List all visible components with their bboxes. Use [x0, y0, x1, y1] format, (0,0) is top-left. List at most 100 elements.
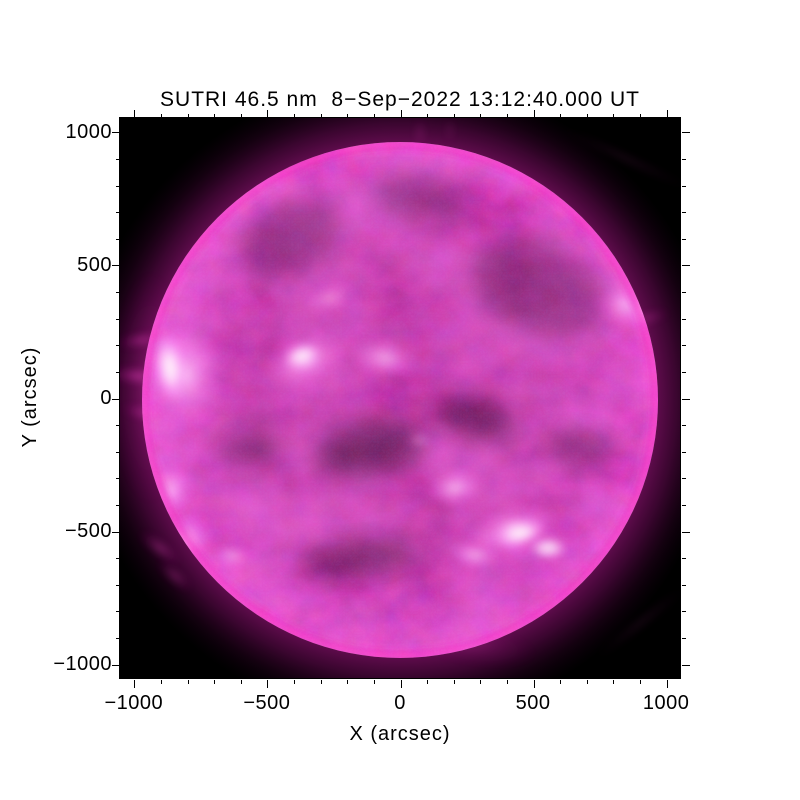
bottom-tick: [160, 680, 162, 684]
left-tick: [116, 425, 120, 427]
coronal-ray: [138, 530, 182, 566]
bottom-tick: [400, 680, 402, 688]
right-tick: [682, 158, 686, 160]
top-tick: [160, 114, 162, 118]
right-tick: [682, 212, 686, 214]
coronal-ray: [415, 118, 425, 149]
left-tick: [116, 238, 120, 240]
x-tick-label: −500: [243, 692, 291, 714]
right-tick: [682, 531, 690, 533]
top-tick: [453, 114, 455, 118]
bottom-tick: [613, 680, 615, 684]
right-tick: [682, 398, 690, 400]
right-tick: [682, 611, 686, 613]
bottom-tick: [506, 680, 508, 684]
right-tick: [682, 265, 690, 267]
bottom-tick: [560, 680, 562, 684]
y-tick-label: 0: [100, 387, 112, 409]
y-tick-label: −500: [64, 520, 112, 543]
bottom-tick: [214, 680, 216, 684]
solar-disk: [142, 142, 658, 658]
left-tick: [112, 398, 120, 400]
top-tick: [640, 114, 642, 118]
y-axis-title: Y (arcsec): [19, 346, 41, 448]
y-tick-label: 500: [77, 253, 112, 276]
bottom-tick: [187, 680, 189, 684]
top-tick: [480, 114, 482, 118]
left-tick: [112, 531, 120, 533]
plot-area: [112, 110, 690, 688]
top-tick: [214, 114, 216, 118]
left-tick: [116, 584, 120, 586]
right-tick: [682, 451, 686, 453]
right-tick: [682, 558, 686, 560]
top-tick: [586, 114, 588, 118]
top-tick: [320, 114, 322, 118]
left-tick: [116, 212, 120, 214]
top-tick: [560, 114, 562, 118]
right-tick: [682, 371, 686, 373]
right-tick: [682, 425, 686, 427]
bottom-tick: [134, 680, 136, 688]
right-tick: [682, 638, 686, 640]
right-tick: [682, 664, 690, 666]
left-tick: [116, 638, 120, 640]
right-tick: [682, 345, 686, 347]
coronal-ray: [446, 118, 454, 144]
top-tick: [400, 110, 402, 118]
x-tick-label: 500: [515, 692, 551, 714]
bottom-tick: [666, 680, 668, 688]
top-tick: [347, 114, 349, 118]
x-tick-label: −1000: [104, 692, 164, 714]
right-tick: [682, 292, 686, 294]
left-tick: [116, 478, 120, 480]
bottom-tick: [533, 680, 535, 688]
right-tick: [682, 478, 686, 480]
x-tick-label: 0: [394, 692, 406, 714]
bottom-tick: [640, 680, 642, 684]
right-tick: [682, 185, 686, 187]
top-tick: [373, 114, 375, 118]
top-tick: [267, 110, 269, 118]
bottom-tick: [267, 680, 269, 688]
bottom-tick: [320, 680, 322, 684]
left-tick: [116, 371, 120, 373]
bottom-tick: [373, 680, 375, 684]
bottom-tick: [453, 680, 455, 684]
bottom-tick: [347, 680, 349, 684]
disk-grain-texture: [142, 142, 658, 658]
bottom-tick: [240, 680, 242, 684]
right-tick: [682, 584, 686, 586]
left-tick: [116, 451, 120, 453]
left-tick: [116, 558, 120, 560]
bottom-tick: [294, 680, 296, 684]
left-tick: [116, 292, 120, 294]
left-tick: [116, 611, 120, 613]
bottom-tick: [480, 680, 482, 684]
top-tick: [613, 114, 615, 118]
top-tick: [427, 114, 429, 118]
coronal-ray: [592, 585, 680, 661]
y-tick-label: 1000: [65, 120, 112, 143]
x-tick-label: 1000: [642, 692, 690, 714]
y-tick-label: −1000: [53, 653, 112, 676]
top-tick: [240, 114, 242, 118]
left-tick: [116, 504, 120, 506]
top-tick: [294, 114, 296, 118]
coronal-ray: [157, 560, 193, 592]
right-tick: [682, 504, 686, 506]
right-tick: [682, 238, 686, 240]
top-tick: [187, 114, 189, 118]
left-tick: [112, 265, 120, 267]
bottom-tick: [427, 680, 429, 684]
right-tick: [682, 132, 690, 134]
plot-title: SUTRI 46.5 nm 8−Sep−2022 13:12:40.000 UT: [160, 88, 640, 111]
left-tick: [116, 185, 120, 187]
top-tick: [134, 110, 136, 118]
left-tick: [116, 318, 120, 320]
coronal-ray: [556, 125, 680, 191]
left-tick: [112, 132, 120, 134]
left-tick: [116, 158, 120, 160]
solar-image: [120, 118, 680, 678]
